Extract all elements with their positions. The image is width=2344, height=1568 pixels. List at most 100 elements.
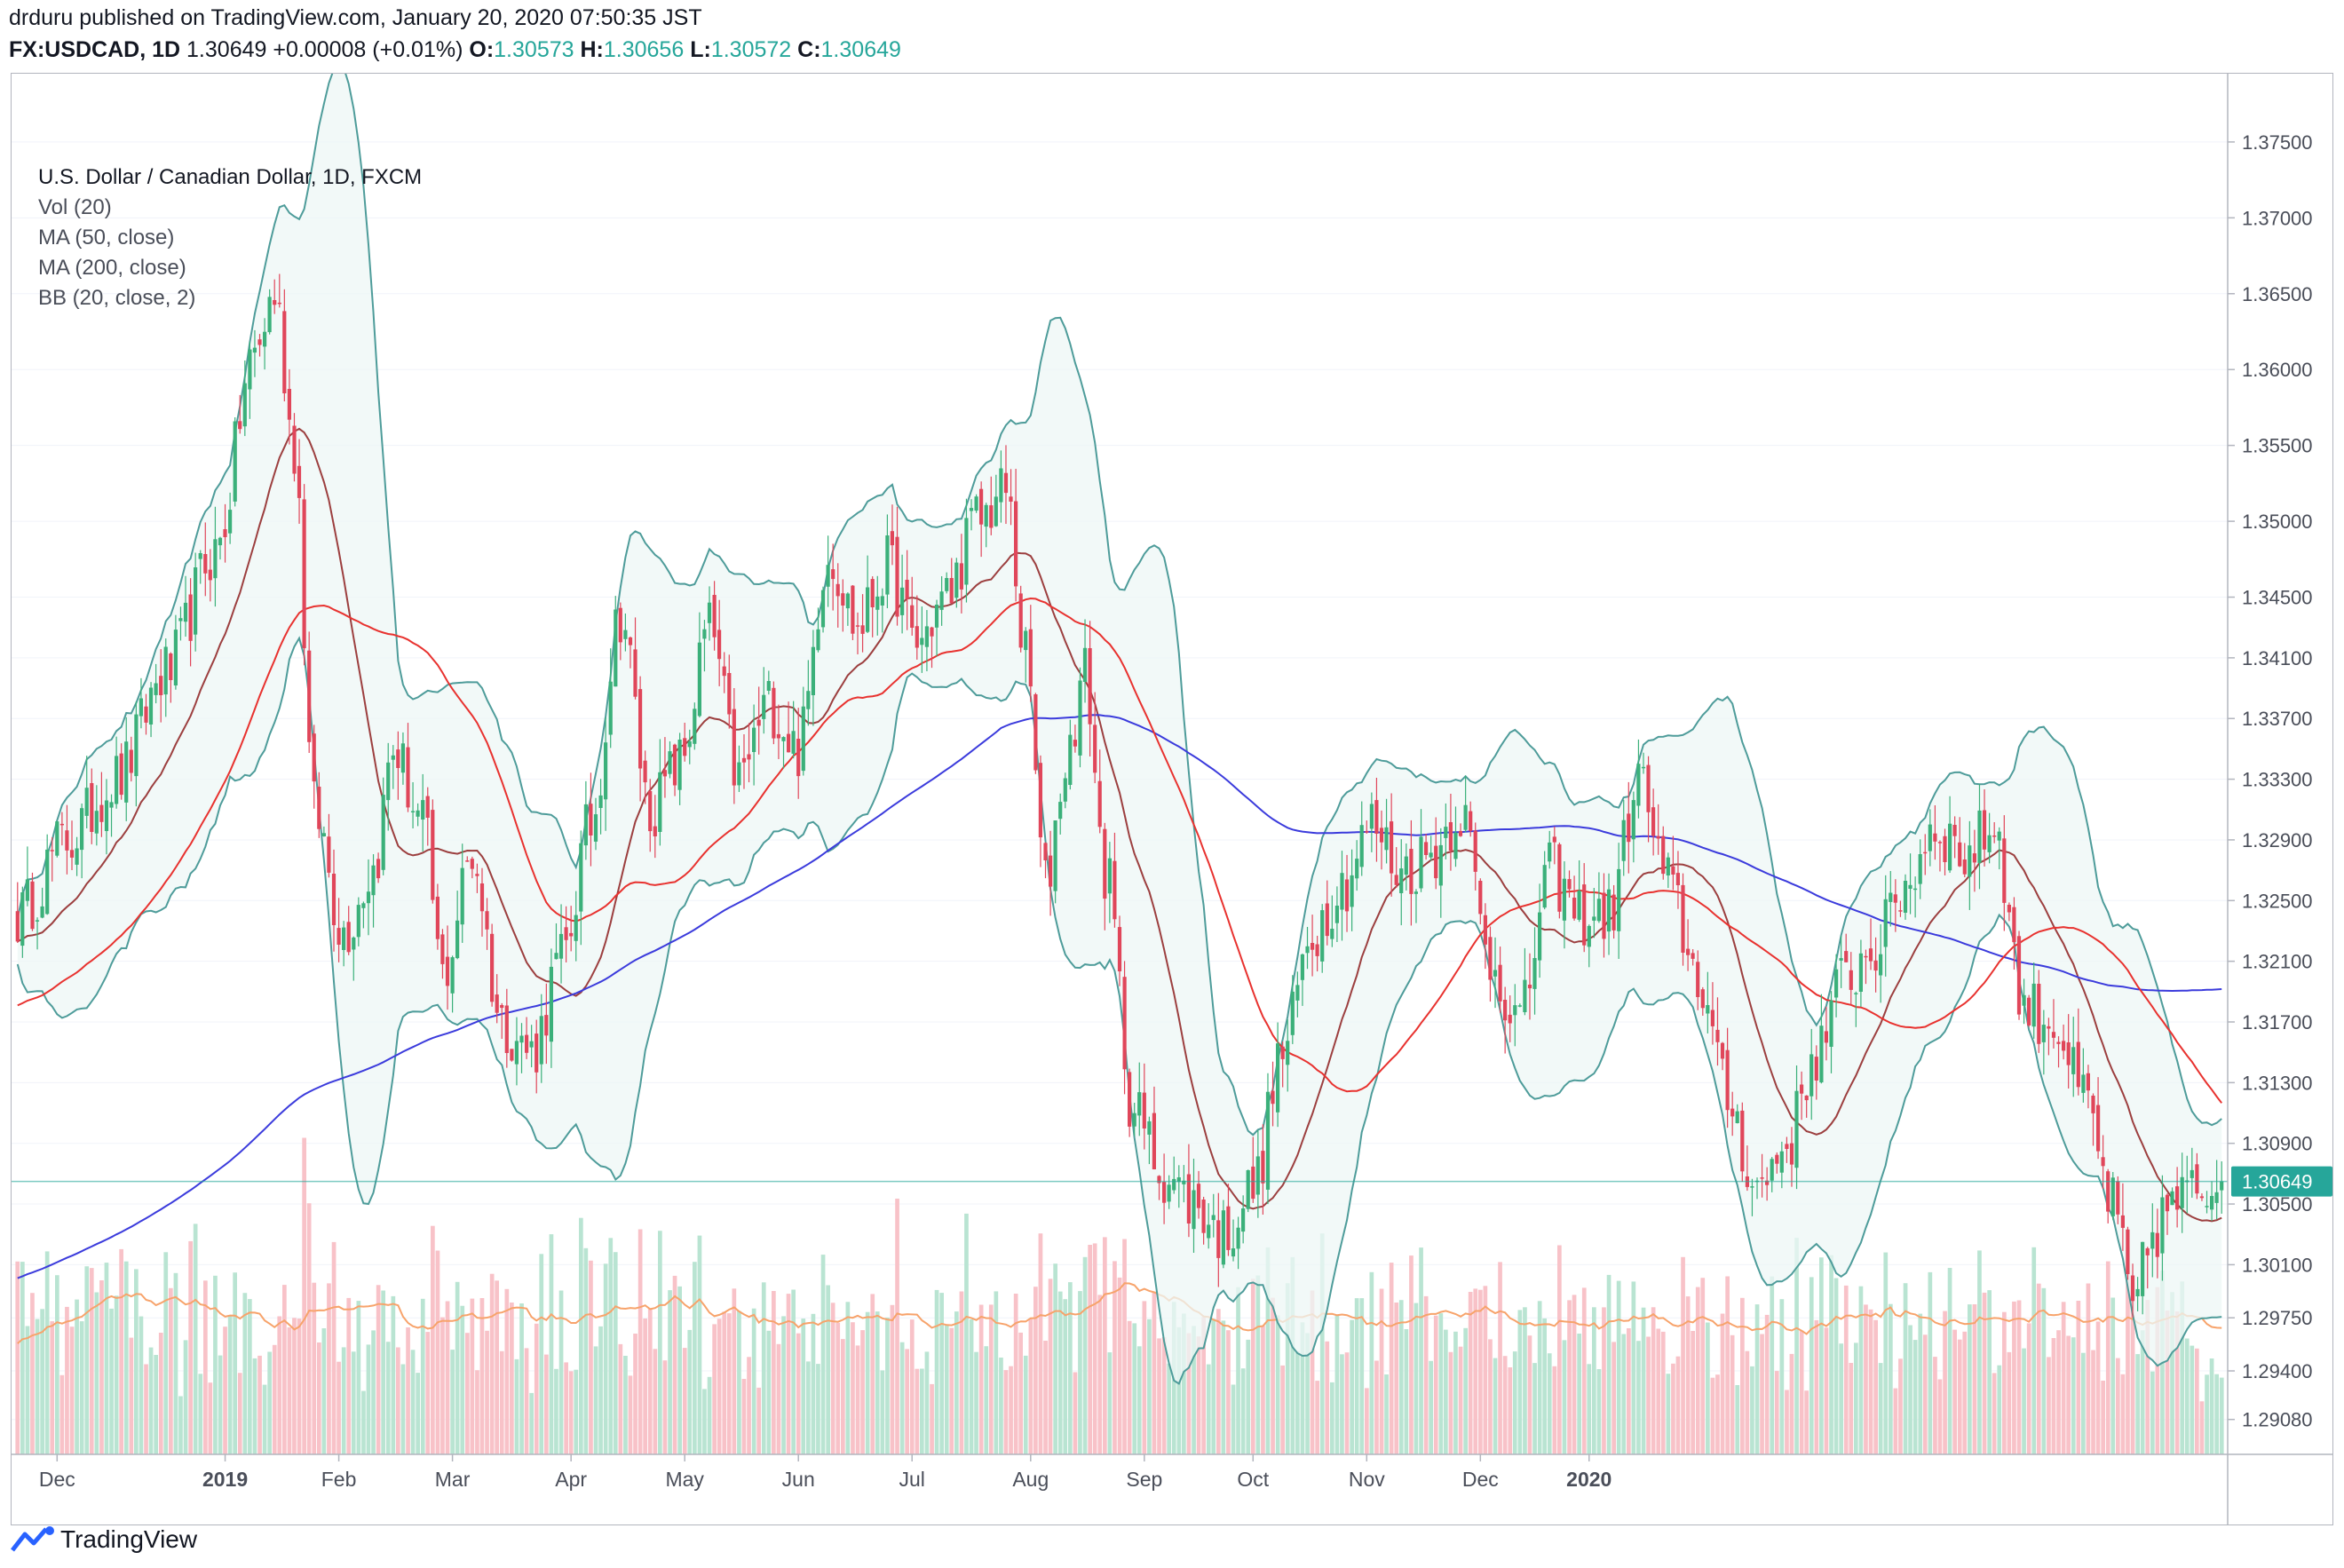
candle-body (717, 630, 722, 660)
volume-bar (2180, 1281, 2185, 1454)
volume-bar (776, 1343, 781, 1454)
candle-body (2190, 1169, 2194, 1178)
volume-bar (1602, 1307, 1606, 1454)
candle-body (1794, 1090, 1799, 1168)
candle-body (376, 859, 381, 879)
candle-body (994, 496, 998, 527)
volume-bar (248, 1299, 252, 1454)
legend-ma200[interactable]: MA (200, close) (38, 256, 186, 280)
volume-bar (331, 1241, 337, 1454)
volume-bar (1957, 1339, 1962, 1454)
volume-bar (628, 1375, 633, 1454)
volume-bar (830, 1303, 835, 1454)
volume-bar (262, 1384, 267, 1454)
volume-bar (2120, 1374, 2126, 1454)
volume-bar (1182, 1313, 1186, 1454)
candle-body (178, 618, 183, 622)
candle-body (1305, 946, 1310, 954)
volume-bar (158, 1333, 163, 1454)
candle-body (712, 595, 717, 637)
volume-bar (1350, 1319, 1354, 1454)
legend-ma50[interactable]: MA (50, close) (38, 226, 175, 249)
candle-body (1438, 844, 1443, 886)
candle-body (1775, 1154, 1779, 1164)
volume-bar (104, 1263, 109, 1454)
price-chart[interactable]: 1.37500 1.37000 1.36500 1.36000 1.35500 1.350… (12, 74, 2333, 1525)
volume-bar (1365, 1388, 1369, 1454)
candle-body (1968, 845, 1972, 877)
volume-bar (564, 1362, 568, 1454)
candle-body (45, 849, 50, 915)
candle-body (1103, 828, 1107, 899)
candle-body (1656, 835, 1660, 839)
candle-body (945, 578, 949, 591)
volume-bar (169, 1287, 173, 1454)
volume-bar (1132, 1323, 1137, 1454)
candle-body (756, 719, 761, 726)
candle-body (1414, 891, 1418, 894)
volume-bar (1236, 1287, 1240, 1454)
candle-body (1082, 647, 1088, 682)
volume-bar (623, 1356, 628, 1454)
candle-body (1868, 948, 1873, 962)
candle-body (1572, 898, 1577, 919)
volume-bar (440, 1317, 445, 1454)
candle-body (959, 563, 963, 590)
price-tick-label: 1.32100 (2242, 951, 2313, 973)
symbol-label[interactable]: FX:USDCAD, 1D (9, 37, 181, 62)
volume-bar (1587, 1364, 1592, 1454)
candle-body (2031, 983, 2036, 1027)
volume-bar (1216, 1309, 1221, 1454)
volume-bar (1843, 1285, 1849, 1454)
candle-body (1958, 842, 1962, 867)
legend-bollinger[interactable]: BB (20, close, 2) (38, 286, 196, 310)
volume-bar (1305, 1333, 1310, 1454)
candle-body (307, 650, 312, 742)
candle-body (574, 915, 578, 941)
candle-body (519, 1035, 524, 1043)
candle-body (1596, 899, 1601, 922)
candle-body (1686, 948, 1691, 955)
volume-bar (761, 1282, 766, 1454)
candle-body (1359, 825, 1364, 867)
volume-ma-line (17, 1282, 2222, 1344)
volume-bar (223, 1326, 227, 1454)
price-tick-label: 1.31700 (2242, 1011, 2313, 1033)
candle-body (287, 389, 291, 420)
candle-body (835, 583, 840, 597)
candle-body (371, 865, 376, 896)
candle-body (1567, 879, 1572, 890)
candle-body (440, 934, 445, 964)
volume-bar (1280, 1365, 1285, 1454)
candle-body (1128, 1072, 1132, 1127)
legend-volume[interactable]: Vol (20) (38, 195, 112, 219)
candle-body (741, 757, 747, 763)
volume-bar (2170, 1292, 2174, 1454)
brand-name[interactable]: TradingView (60, 1525, 198, 1553)
last-price-value: 1.30649 (186, 37, 267, 62)
legend-title[interactable]: U.S. Dollar / Canadian Dollar, 1D, FXCM (38, 165, 423, 189)
candle-body (539, 1016, 543, 1065)
candle-body (1280, 1046, 1285, 1059)
candle-body (558, 933, 564, 959)
candle-body (1453, 832, 1458, 859)
volume-bar (1246, 1339, 1251, 1454)
volume-bar (272, 1344, 277, 1454)
tradingview-logo-icon[interactable] (11, 1524, 57, 1556)
candle-body (954, 562, 959, 598)
candle-body (672, 744, 677, 786)
volume-bar (544, 1354, 549, 1454)
volume-bar (1082, 1256, 1088, 1454)
candle-body (643, 760, 647, 783)
volume-bar (1878, 1363, 1883, 1454)
volume-bar (287, 1327, 292, 1454)
candle-body (1073, 740, 1077, 747)
candle-body (1473, 830, 1477, 872)
volume-bar (1883, 1252, 1889, 1454)
chart-area[interactable]: 1.37500 1.37000 1.36500 1.36000 1.35500 1.350… (11, 73, 2333, 1525)
candle-body (831, 569, 835, 580)
volume-bar (905, 1349, 909, 1454)
candle-body (213, 539, 218, 579)
candle-body (361, 903, 366, 908)
candle-body (1469, 811, 1473, 831)
